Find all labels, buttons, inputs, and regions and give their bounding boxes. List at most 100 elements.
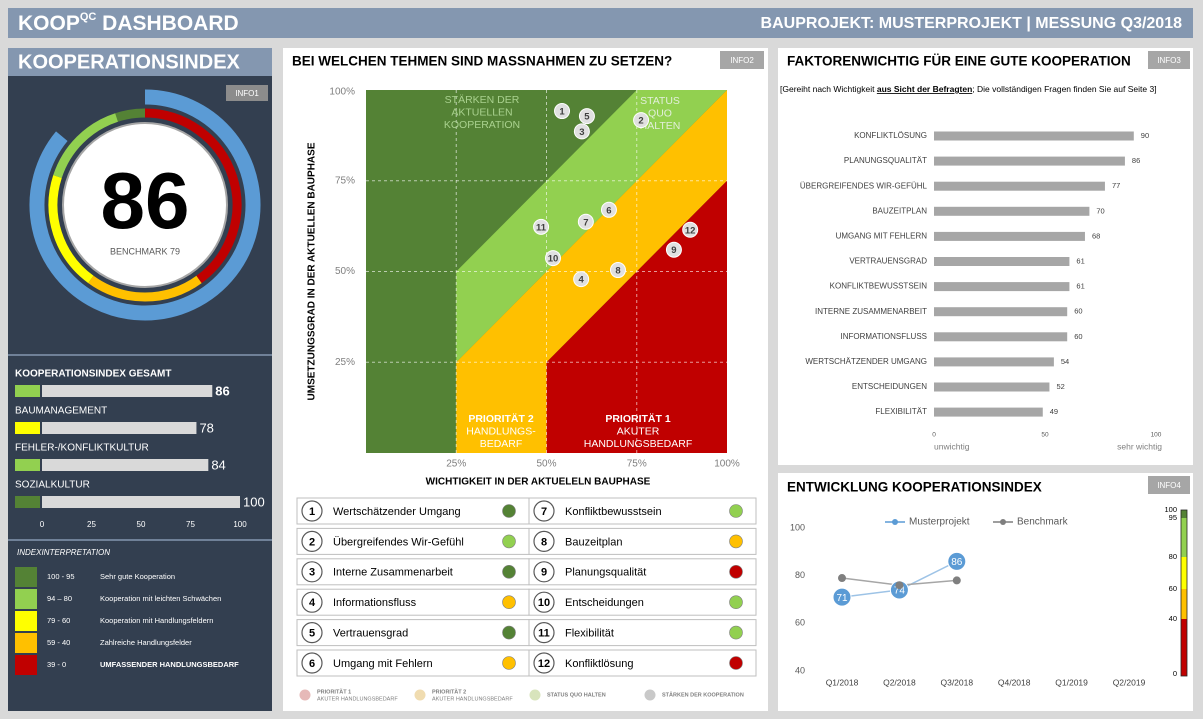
info-button[interactable]: INFO3: [1148, 51, 1190, 69]
matrix-point: [533, 218, 550, 235]
legend-label: STATUS QUO HALTEN: [547, 692, 606, 698]
interpretation-label: Kooperation mit leichten Schwächen: [100, 594, 221, 603]
panel-title: KOOPERATIONSINDEX: [18, 51, 241, 73]
bar-value: 68: [1092, 231, 1100, 240]
item-name: Informationsfluss: [333, 597, 417, 609]
gauge-scale-segment: [53, 113, 119, 179]
legend-marker: [892, 519, 898, 525]
bar-indicator: [15, 422, 40, 434]
item-name: Umgang mit Fehlern: [333, 658, 433, 670]
data-label: 86: [951, 557, 963, 568]
title-sup: QC: [80, 11, 97, 23]
info-button-box[interactable]: [226, 85, 268, 101]
info-button-label[interactable]: INFO2: [730, 56, 754, 65]
x-tick-label: Q2/2019: [1113, 677, 1146, 687]
scale-label: 40: [1169, 614, 1177, 623]
bar: [934, 181, 1105, 191]
subtitle-emphasis: aus Sicht der Befragten: [877, 84, 972, 94]
bar-label: BAUMANAGEMENT: [15, 406, 107, 417]
bar-value: 52: [1056, 382, 1064, 391]
bar-value: 61: [1076, 256, 1084, 265]
bar: [934, 282, 1070, 292]
x-tick-label: 100%: [714, 459, 740, 470]
info-button-box[interactable]: [1148, 51, 1190, 69]
bar-value: 77: [1112, 181, 1120, 190]
panel-title: ENTWICKLUNG KOOPERATIONSINDEX: [787, 480, 1042, 495]
data-label: 74: [894, 586, 906, 597]
item-status: [729, 595, 743, 610]
axis-label-low: unwichtig: [934, 441, 970, 451]
info-button[interactable]: INFO2: [720, 51, 764, 69]
bar: [934, 407, 1043, 417]
info-button-box[interactable]: [1148, 476, 1190, 494]
x-tick-label: Q2/2018: [883, 677, 916, 687]
item-status: [502, 564, 516, 579]
info-button-label[interactable]: INFO3: [1157, 56, 1181, 65]
item-number: 12: [538, 658, 550, 670]
info-button-label[interactable]: INFO1: [235, 89, 259, 98]
item-number: 2: [309, 536, 315, 548]
item-name: Flexibilität: [565, 628, 614, 640]
scale-label: 95: [1169, 513, 1177, 522]
matrix-point-label: 11: [536, 222, 547, 233]
x-tick-label: 100: [233, 520, 247, 529]
bar: [42, 422, 197, 434]
matrix-point: [600, 201, 617, 218]
bar-value: 86: [215, 383, 229, 398]
info-button-box[interactable]: [720, 51, 764, 69]
matrix-point-label: 5: [584, 112, 590, 123]
zone-label: HALTEN: [640, 120, 681, 132]
bar-indicator: [15, 385, 40, 397]
matrix-point-label: 9: [671, 245, 676, 256]
item-name: Vertrauensgrad: [333, 628, 408, 640]
x-axis-title: WICHTIGKEIT IN DER AKTUELELN BAUPHASE: [426, 477, 651, 488]
zone-label: HANDLUNGS-: [466, 425, 536, 437]
x-tick-label: 50%: [536, 459, 556, 470]
index-panel-header: [8, 48, 272, 76]
title-end: DASHBOARD: [96, 12, 238, 35]
x-tick-label: 75%: [627, 459, 647, 470]
interpretation-range: 100 - 95: [47, 572, 75, 581]
gauge-scale-segment: [144, 108, 242, 284]
legend-label: PRIORITÄT 1: [317, 688, 351, 695]
x-tick-label: Q1/2019: [1055, 677, 1088, 687]
item-number-circle: [301, 500, 323, 522]
zone-label: STATUS: [640, 95, 680, 107]
info-button[interactable]: INFO4: [1148, 476, 1190, 494]
y-tick-label: WERTSCHÄTZENDER UMGANG: [805, 357, 927, 366]
item-number-circle: [533, 500, 555, 522]
item-number: 10: [538, 597, 550, 609]
item-number: 6: [309, 658, 315, 670]
data-point: [889, 580, 909, 600]
bar: [42, 459, 209, 471]
data-point: [895, 581, 904, 590]
x-tick-label: Q3/2018: [940, 677, 973, 687]
bar: [42, 496, 240, 508]
panel-title: BEI WELCHEN TEHMEN SIND MASSNAHMEN ZU SE…: [292, 54, 672, 69]
item-number-circle: [533, 652, 555, 674]
matrix-point-label: 10: [548, 254, 559, 265]
item-number: 7: [541, 506, 547, 518]
matrix-point-label: 3: [579, 127, 584, 138]
legend-marker: [644, 689, 656, 701]
item-name: Konfliktlösung: [565, 658, 634, 670]
zone-label: PRIORITÄT 1: [605, 412, 670, 425]
x-tick-label: Q4/2018: [998, 677, 1031, 687]
bar-value: 78: [199, 420, 213, 435]
legend-label: AKUTER HANDLUNGSBEDARF: [432, 696, 513, 702]
info-button-label[interactable]: INFO4: [1157, 481, 1181, 490]
subtitle-part: [Gereiht nach Wichtigkeit: [780, 84, 877, 94]
matrix-point-label: 4: [579, 275, 585, 286]
zone-label: HANDLUNGSBEDARF: [584, 438, 693, 450]
matrix-point: [682, 221, 699, 238]
bar-indicator: [15, 496, 40, 508]
bar: [934, 357, 1054, 367]
subtitle-part: ; Die vollständigen Fragen finden Sie au…: [972, 84, 1156, 94]
scale-segment: [1181, 619, 1187, 676]
matrix-point-label: 8: [615, 266, 620, 277]
info-button[interactable]: INFO1: [226, 85, 268, 101]
zone-label: AKTUELLEN: [451, 106, 512, 118]
legend-marker: [414, 689, 426, 701]
interpretation-label: Zahlreiche Handlungsfelder: [100, 638, 192, 647]
y-tick-label: PLANUNGSQUALITÄT: [844, 156, 927, 165]
